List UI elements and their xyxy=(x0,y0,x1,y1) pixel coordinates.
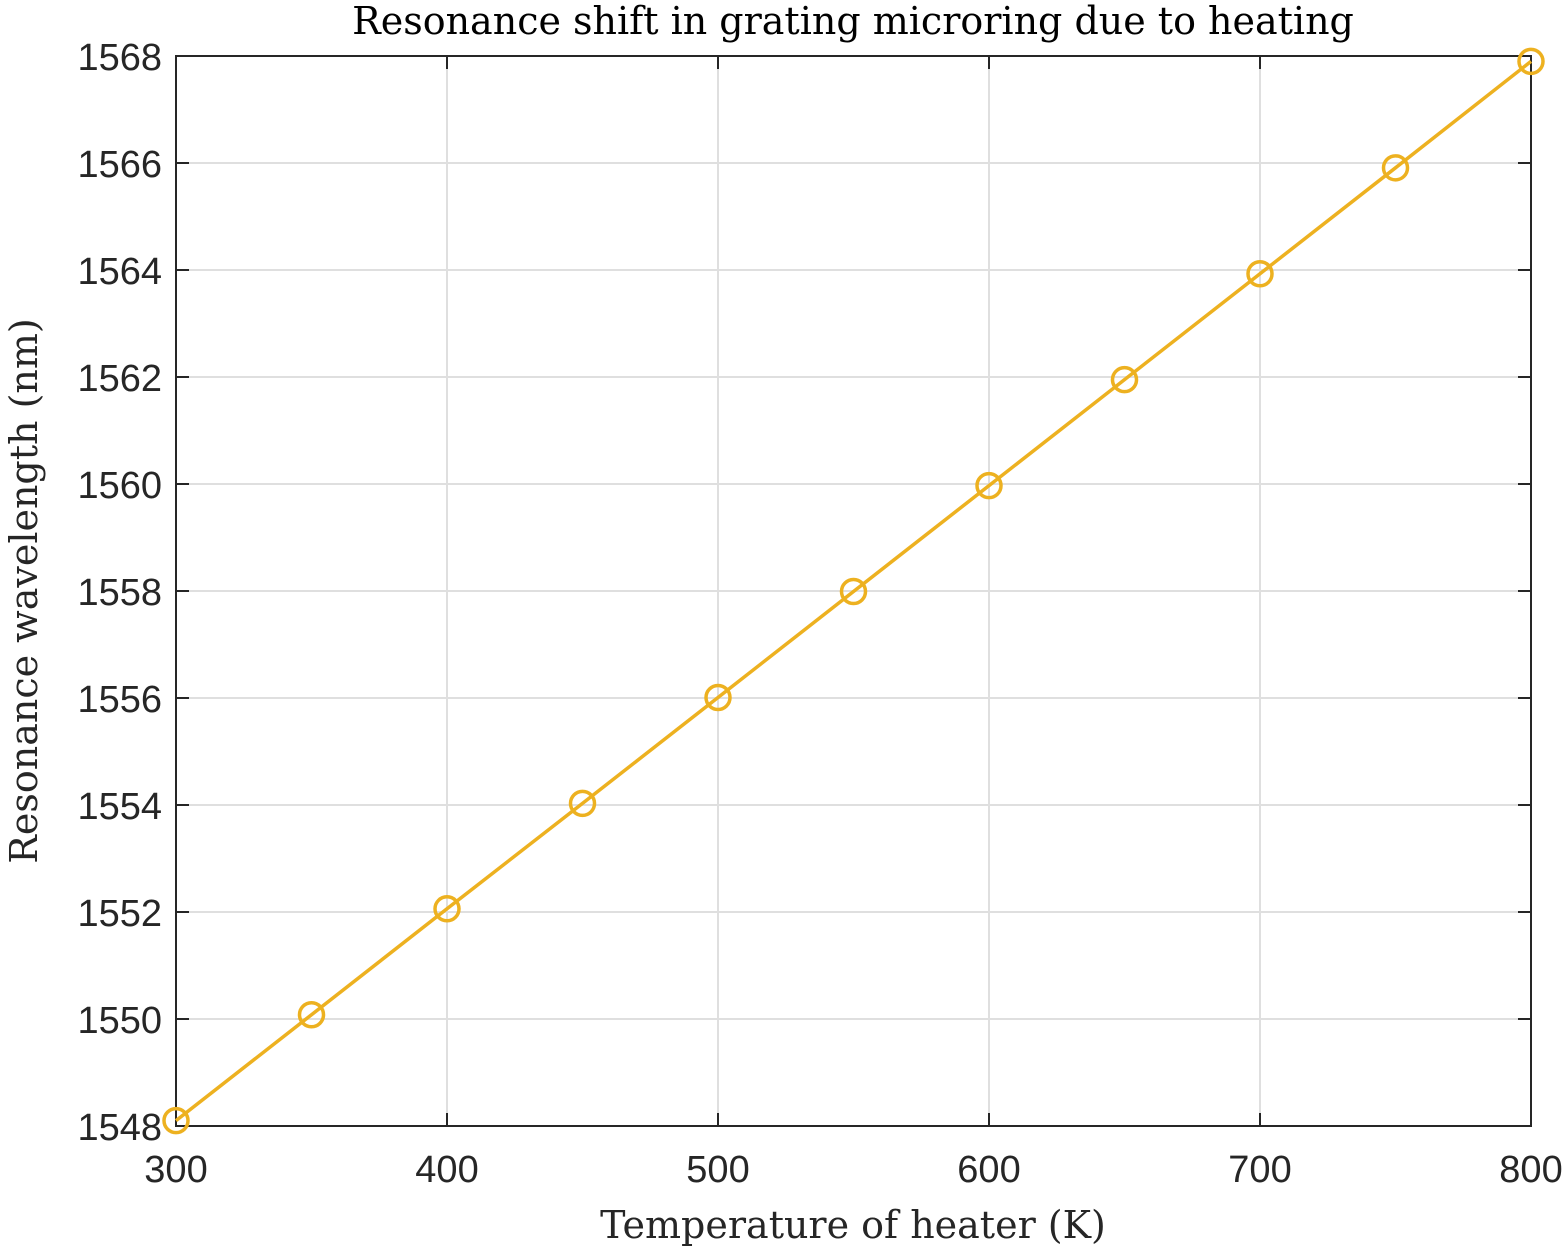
y-tick-label: 1560 xyxy=(77,465,162,507)
x-tick-label: 300 xyxy=(144,1149,207,1191)
x-tick-label: 700 xyxy=(1228,1149,1291,1191)
x-tick-label: 500 xyxy=(686,1149,749,1191)
chart-title: Resonance shift in grating microring due… xyxy=(352,0,1354,43)
x-tick-label: 400 xyxy=(415,1149,478,1191)
data-point-marker xyxy=(839,577,868,606)
data-point-marker xyxy=(162,1106,190,1135)
y-axis-tick-labels: 1548 1550 1552 1554 1556 1558 1560 1562 1564 1566… xyxy=(77,37,162,1149)
y-tick-label: 1556 xyxy=(77,679,162,721)
axis-ticks xyxy=(175,55,1532,1127)
y-tick-label: 1554 xyxy=(77,786,162,828)
data-point-marker xyxy=(1517,47,1545,76)
y-tick-label: 1552 xyxy=(77,893,162,935)
x-tick-label: 800 xyxy=(1499,1149,1562,1191)
data-point-marker xyxy=(975,471,1003,500)
data-point-marker xyxy=(704,683,732,712)
series-line xyxy=(174,59,1533,1123)
y-tick-label: 1562 xyxy=(77,358,162,400)
x-axis-tick-labels: 300 400 500 600 700 800 xyxy=(144,1149,1562,1191)
y-tick-label: 1568 xyxy=(77,37,162,79)
x-tick-label: 600 xyxy=(957,1149,1020,1191)
y-tick-label: 1550 xyxy=(77,1000,162,1042)
grid-lines xyxy=(175,55,1532,1127)
x-axis-label: Temperature of heater (K) xyxy=(600,1203,1106,1247)
y-tick-label: 1564 xyxy=(77,251,162,293)
data-point-marker xyxy=(1110,365,1139,394)
y-tick-label: 1566 xyxy=(77,144,162,186)
series-group xyxy=(162,47,1545,1135)
y-tick-label: 1558 xyxy=(77,572,162,614)
data-point-marker xyxy=(1381,154,1410,182)
y-axis-label: Resonance wavelength (nm) xyxy=(2,318,46,864)
y-tick-label: 1548 xyxy=(77,1107,162,1149)
data-point-marker xyxy=(433,895,461,923)
data-point-marker xyxy=(568,789,597,818)
data-point-marker xyxy=(1246,259,1274,288)
data-point-marker xyxy=(297,1000,326,1029)
